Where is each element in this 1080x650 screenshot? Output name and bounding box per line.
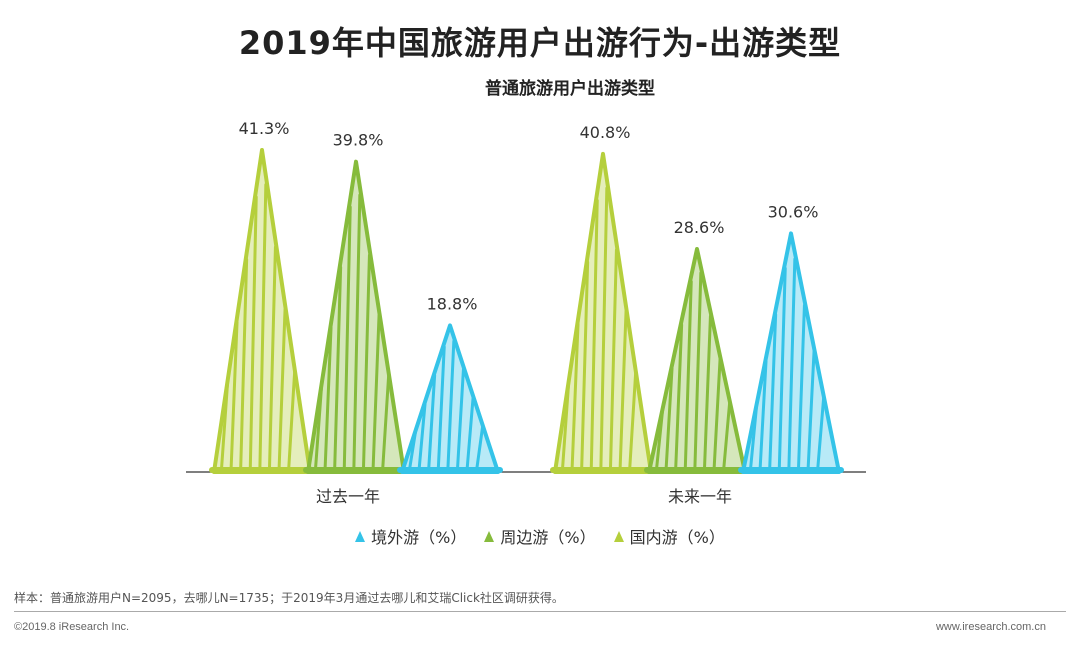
bar-hatch-domestic-1 <box>560 186 638 472</box>
chart-title: 2019年中国旅游用户出游行为-出游类型 <box>238 24 842 62</box>
legend-item-domestic: 国内游（%） <box>613 524 725 548</box>
data-label-outbound-0: 18.8% <box>427 294 478 313</box>
legend-item-nearby: 周边游（%） <box>484 524 596 548</box>
chart-subtitle: 普通旅游用户出游类型 <box>485 79 655 99</box>
legend-marker-domestic <box>613 530 624 542</box>
legend-marker-outbound <box>355 530 366 542</box>
footer-divider <box>14 611 1066 612</box>
data-label-domestic-0: 41.3% <box>239 119 290 138</box>
data-label-nearby-1: 28.6% <box>674 218 725 237</box>
bar-hatch-domestic-0 <box>219 183 297 472</box>
legend: 境外游（%） 周边游（%） 国内游（%） <box>0 524 1080 548</box>
x-tick-label: 过去一年 <box>316 487 380 506</box>
x-tick-label: 未来一年 <box>668 487 732 506</box>
legend-label-nearby: 周边游（%） <box>500 528 596 547</box>
legend-label-domestic: 国内游（%） <box>629 528 725 547</box>
bar-hatch-outbound-1 <box>748 257 826 472</box>
data-label-domestic-1: 40.8% <box>580 123 631 142</box>
bar-hatch-outbound-0 <box>407 339 485 472</box>
bar-hatch-nearby-1 <box>654 271 732 472</box>
copyright-text: ©2019.8 iResearch Inc. <box>14 621 130 633</box>
legend-marker-nearby <box>484 530 495 542</box>
bar-hatch-nearby-0 <box>313 193 391 472</box>
data-label-nearby-0: 39.8% <box>333 131 384 150</box>
data-label-outbound-1: 30.6% <box>768 202 819 221</box>
sample-footnote: 样本：普通旅游用户N=2095，去哪儿N=1735；于2019年3月通过去哪儿和… <box>14 591 564 605</box>
triangle-bar-chart: 过去一年 未来一年 41.3% 40.8% 39.8% 28.6% 18.8% 30.6% <box>186 119 866 506</box>
legend-item-outbound: 境外游（%） <box>355 524 466 548</box>
legend-label-outbound: 境外游（%） <box>371 528 467 547</box>
website-link[interactable]: www.iresearch.com.cn <box>935 621 1046 633</box>
